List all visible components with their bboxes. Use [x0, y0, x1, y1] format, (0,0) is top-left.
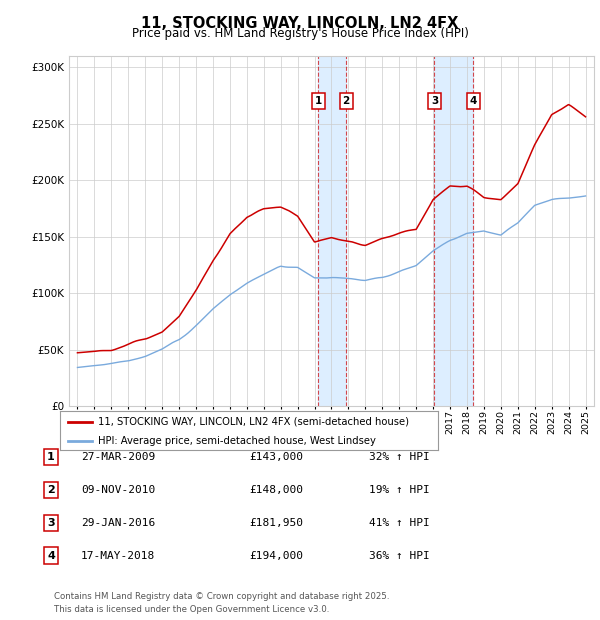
- Text: 41% ↑ HPI: 41% ↑ HPI: [369, 518, 430, 528]
- Bar: [319, 56, 346, 406]
- Text: 11, STOCKING WAY, LINCOLN, LN2 4FX (semi-detached house): 11, STOCKING WAY, LINCOLN, LN2 4FX (semi…: [98, 417, 409, 427]
- Text: 3: 3: [431, 96, 438, 107]
- Text: Contains HM Land Registry data © Crown copyright and database right 2025.
This d: Contains HM Land Registry data © Crown c…: [54, 592, 389, 614]
- Text: 4: 4: [47, 551, 55, 560]
- Text: 2: 2: [47, 485, 55, 495]
- Text: 1: 1: [315, 96, 322, 107]
- Text: £148,000: £148,000: [249, 485, 303, 495]
- Text: 1: 1: [47, 452, 55, 462]
- Text: 32% ↑ HPI: 32% ↑ HPI: [369, 452, 430, 462]
- Text: £143,000: £143,000: [249, 452, 303, 462]
- Text: £194,000: £194,000: [249, 551, 303, 560]
- Text: 27-MAR-2009: 27-MAR-2009: [81, 452, 155, 462]
- Text: 3: 3: [47, 518, 55, 528]
- Bar: [434, 56, 473, 406]
- Text: 4: 4: [470, 96, 477, 107]
- Text: Price paid vs. HM Land Registry's House Price Index (HPI): Price paid vs. HM Land Registry's House …: [131, 27, 469, 40]
- Text: £181,950: £181,950: [249, 518, 303, 528]
- Text: HPI: Average price, semi-detached house, West Lindsey: HPI: Average price, semi-detached house,…: [98, 436, 376, 446]
- Text: 17-MAY-2018: 17-MAY-2018: [81, 551, 155, 560]
- Text: 19% ↑ HPI: 19% ↑ HPI: [369, 485, 430, 495]
- Text: 2: 2: [343, 96, 350, 107]
- Text: 09-NOV-2010: 09-NOV-2010: [81, 485, 155, 495]
- Text: 11, STOCKING WAY, LINCOLN, LN2 4FX: 11, STOCKING WAY, LINCOLN, LN2 4FX: [142, 16, 458, 30]
- Text: 36% ↑ HPI: 36% ↑ HPI: [369, 551, 430, 560]
- Text: 29-JAN-2016: 29-JAN-2016: [81, 518, 155, 528]
